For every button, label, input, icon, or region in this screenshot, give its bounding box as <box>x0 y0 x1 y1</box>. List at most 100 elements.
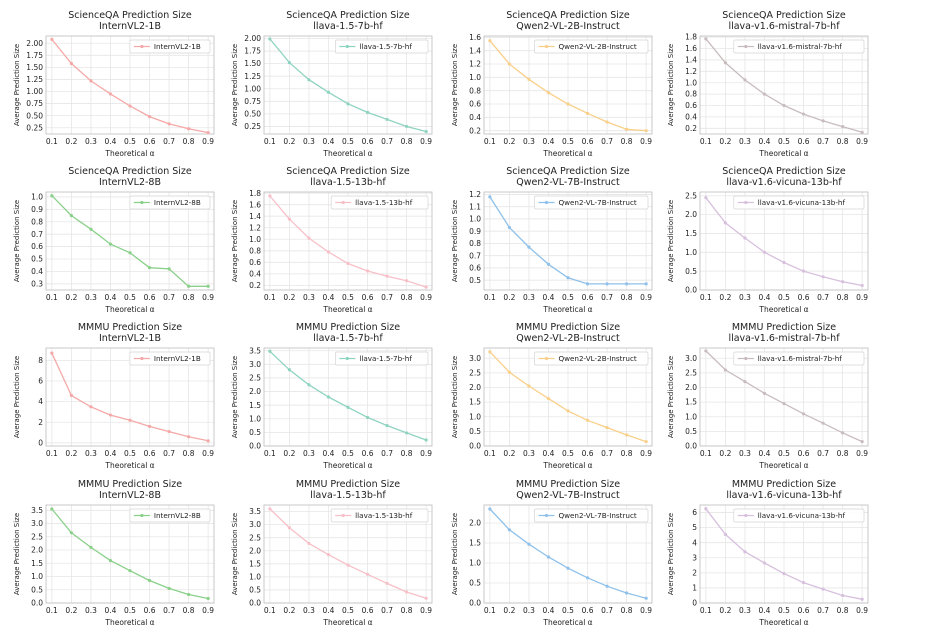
y-tick-label: 1.0 <box>469 73 481 82</box>
x-tick-label: 0.3 <box>739 606 751 615</box>
x-tick-label: 0.1 <box>46 449 58 458</box>
data-point <box>488 350 492 354</box>
x-tick-label: 0.8 <box>621 137 633 146</box>
legend-label: Qwen2-VL-7B-Instruct <box>558 511 636 520</box>
y-tick-label: 0.5 <box>249 428 261 437</box>
x-tick-label: 0.9 <box>640 606 652 615</box>
y-tick-label: 0.25 <box>26 123 43 132</box>
data-point <box>167 429 171 434</box>
y-tick-label: 0.5 <box>249 586 261 595</box>
data-point <box>89 545 93 549</box>
x-tick-label: 0.6 <box>582 137 594 146</box>
x-tick-label: 0.1 <box>46 293 58 302</box>
data-point <box>546 555 551 559</box>
y-tick-label: 1.2 <box>249 223 261 232</box>
x-tick-label: 0.8 <box>621 293 633 302</box>
x-tick-label: 0.6 <box>798 606 810 615</box>
y-tick-label: 1.50 <box>244 59 261 68</box>
data-point <box>821 421 825 425</box>
y-tick-label: 0.5 <box>685 267 697 276</box>
x-tick-label: 0.7 <box>381 293 393 302</box>
data-point <box>762 561 767 565</box>
data-point <box>625 591 629 595</box>
y-tick-label: 0.8 <box>31 217 43 226</box>
data-point <box>268 37 272 41</box>
data-point <box>346 261 350 266</box>
y-tick-label: 0.8 <box>469 86 481 95</box>
data-point <box>346 563 350 567</box>
x-tick-label: 0.3 <box>303 293 315 302</box>
x-tick-label: 0.9 <box>420 137 432 146</box>
data-point <box>782 260 786 265</box>
data-point <box>782 401 786 406</box>
legend-label: Qwen2-VL-2B-Instruct <box>558 354 636 363</box>
y-axis-label: Average Prediction Size <box>667 356 675 438</box>
data-point <box>762 92 767 96</box>
y-tick-label: 0.0 <box>31 599 43 608</box>
legend-marker <box>345 356 349 361</box>
y-axis-label: Average Prediction Size <box>231 513 239 595</box>
y-tick-label: 2.5 <box>31 532 43 541</box>
y-tick-label: 1 <box>692 584 697 593</box>
data-point <box>801 269 806 273</box>
x-tick-label: 0.9 <box>856 606 868 615</box>
x-tick-label: 0.1 <box>700 293 712 302</box>
chart-subtitle: llava-v1.6-vicuna-13b-hf <box>726 177 842 188</box>
y-tick-label: 1.0 <box>685 412 697 421</box>
y-tick-label: 1.5 <box>249 559 261 568</box>
x-tick-label: 0.3 <box>739 293 751 302</box>
plot-frame <box>699 35 869 135</box>
y-tick-label: 1.0 <box>469 215 481 224</box>
legend-label: InternVL2-8B <box>154 511 201 520</box>
data-point <box>585 576 590 580</box>
data-point <box>268 349 272 353</box>
x-tick-label: 0.4 <box>322 606 334 615</box>
data-point <box>385 117 389 122</box>
y-tick-label: 1.5 <box>469 398 481 407</box>
data-point <box>346 102 350 106</box>
x-tick-label: 0.8 <box>837 606 849 615</box>
data-point <box>644 596 648 600</box>
y-tick-label: 0.6 <box>31 242 43 251</box>
y-tick-label: 1.5 <box>685 229 697 238</box>
legend-marker <box>140 200 144 205</box>
y-tick-label: 0.8 <box>685 90 697 99</box>
plot-frame <box>483 347 653 447</box>
data-point <box>128 569 132 573</box>
x-tick-label: 0.9 <box>420 606 432 615</box>
y-tick-label: 0.6 <box>249 258 261 267</box>
data-point <box>585 111 590 115</box>
x-tick-label: 0.1 <box>700 449 712 458</box>
x-tick-label: 0.8 <box>837 137 849 146</box>
plot-frame <box>483 504 653 604</box>
y-tick-label: 3.0 <box>469 354 481 363</box>
x-tick-label: 0.9 <box>202 449 214 458</box>
data-point <box>527 542 531 546</box>
data-point <box>723 61 727 65</box>
data-point <box>287 526 291 530</box>
y-tick-label: 2.5 <box>249 374 261 383</box>
y-tick-label: 1.6 <box>249 200 261 209</box>
y-tick-label: 1.5 <box>31 559 43 568</box>
x-tick-label: 0.7 <box>601 293 613 302</box>
y-tick-label: 6 <box>38 377 43 386</box>
x-tick-label: 0.7 <box>817 293 829 302</box>
x-tick-label: 0.7 <box>601 449 613 458</box>
x-tick-label: 0.6 <box>798 293 810 302</box>
y-tick-label: 1.5 <box>249 401 261 410</box>
x-tick-label: 0.8 <box>183 606 195 615</box>
data-point <box>723 368 727 372</box>
legend-marker <box>544 44 549 49</box>
data-point <box>743 380 747 384</box>
data-point <box>723 221 727 225</box>
x-tick-label: 0.4 <box>322 137 334 146</box>
x-tick-label: 0.9 <box>640 137 652 146</box>
data-point <box>424 596 428 600</box>
y-tick-label: 1.0 <box>249 572 261 581</box>
data-point <box>527 77 531 81</box>
x-tick-label: 0.2 <box>503 606 515 615</box>
legend-box <box>335 39 429 54</box>
x-tick-label: 0.2 <box>65 606 77 615</box>
data-point <box>704 349 708 353</box>
